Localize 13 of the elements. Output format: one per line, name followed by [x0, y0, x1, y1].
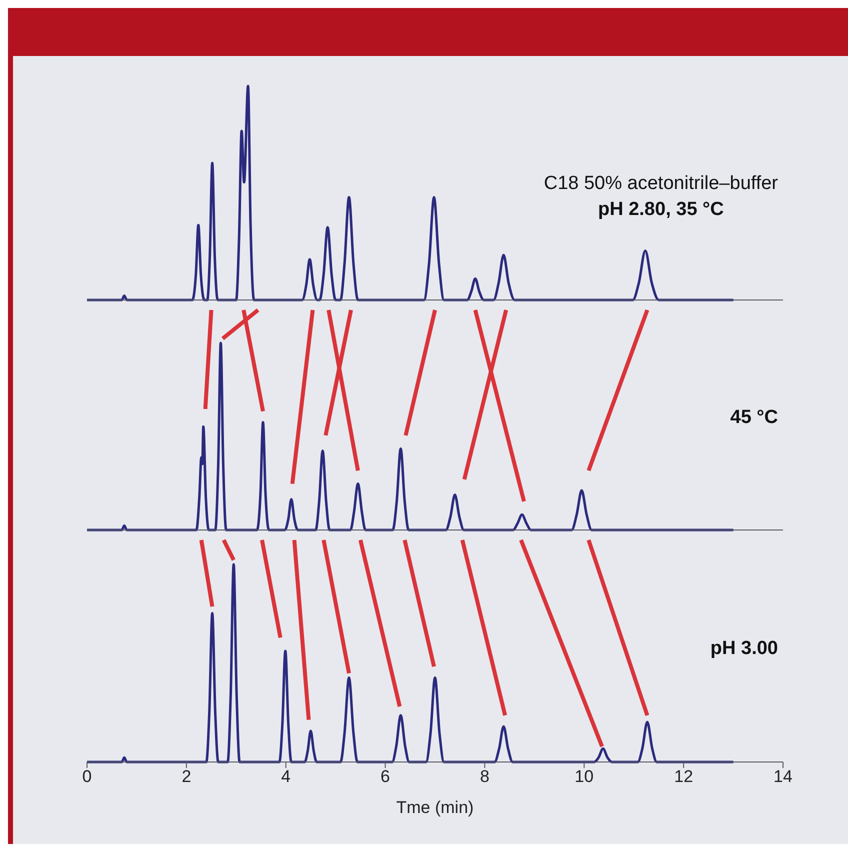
x-tick-label: 8	[480, 767, 490, 786]
x-tick-label: 4	[281, 767, 291, 786]
x-tick-label: 0	[82, 767, 92, 786]
x-tick-label: 14	[774, 767, 792, 786]
annotation: pH 3.00	[710, 636, 778, 660]
x-tick-label: 10	[574, 767, 594, 786]
x-axis-title: Tme (min)	[395, 798, 475, 818]
x-tick-label: 12	[674, 767, 694, 786]
annotation: C18 50% acetonitrile–buffer	[544, 172, 778, 196]
annotation: pH 2.80, 35 °C	[596, 198, 725, 222]
x-tick-label: 2	[182, 767, 192, 786]
annotation: 45 °C	[730, 406, 778, 430]
x-tick-label: 6	[380, 767, 390, 786]
